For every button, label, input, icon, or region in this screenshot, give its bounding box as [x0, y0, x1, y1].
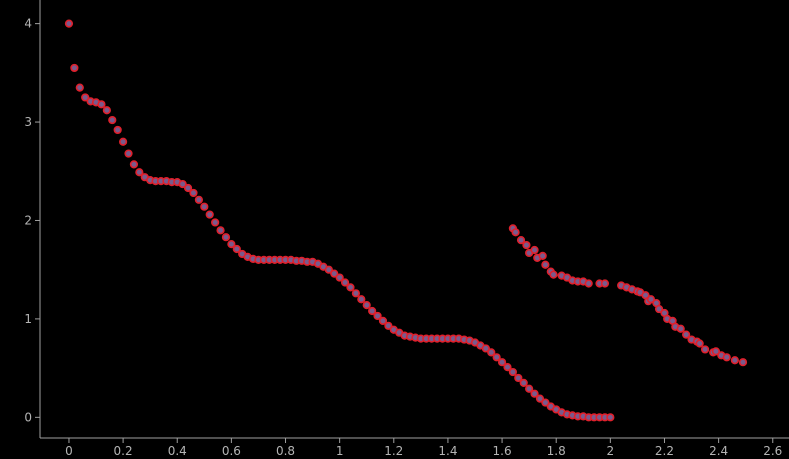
point — [516, 236, 526, 245]
point — [676, 324, 685, 333]
point — [64, 19, 74, 28]
point — [189, 188, 198, 198]
point — [200, 202, 209, 211]
point — [646, 295, 656, 304]
y-tick-label: 4 — [24, 17, 32, 31]
x-tick-label: 2.6 — [763, 444, 782, 458]
y-tick-label: 1 — [24, 312, 32, 326]
point — [183, 183, 193, 193]
point — [113, 125, 122, 135]
point — [535, 394, 545, 403]
point — [232, 244, 241, 254]
point — [324, 265, 333, 274]
point — [503, 363, 512, 372]
x-tick-label: 0.4 — [168, 444, 187, 458]
point — [368, 306, 377, 316]
x-tick-label: 2.2 — [655, 444, 674, 458]
point — [492, 353, 501, 362]
point — [178, 179, 187, 189]
point — [75, 83, 84, 92]
x-tick-label: 0.8 — [276, 444, 295, 458]
point — [346, 283, 355, 292]
point — [108, 115, 117, 125]
point — [205, 210, 214, 219]
point — [541, 398, 550, 407]
y-tick-label: 0 — [24, 410, 32, 424]
point — [487, 348, 496, 357]
point — [530, 245, 539, 255]
point — [124, 149, 133, 158]
point — [519, 378, 528, 387]
point — [514, 373, 523, 383]
point — [525, 384, 534, 393]
x-tick-label: 0.2 — [114, 444, 133, 458]
point — [357, 295, 366, 304]
point — [606, 413, 615, 422]
point — [730, 356, 739, 365]
point — [384, 321, 393, 330]
x-tick-label: 0.6 — [222, 444, 241, 458]
y-tick-label: 2 — [24, 213, 32, 227]
point — [119, 137, 128, 146]
x-tick-label: 1.8 — [547, 444, 566, 458]
point — [711, 347, 721, 356]
point — [695, 339, 704, 348]
point — [221, 233, 231, 242]
point — [530, 389, 539, 398]
point — [135, 168, 144, 177]
point — [682, 330, 691, 339]
point — [378, 316, 388, 325]
point — [81, 93, 90, 102]
point — [340, 278, 350, 287]
point — [538, 251, 547, 261]
x-tick-label: 1 — [336, 444, 344, 458]
point — [335, 273, 344, 282]
point — [129, 160, 139, 169]
point — [511, 228, 520, 237]
point — [194, 195, 203, 204]
point — [584, 279, 593, 288]
x-tick-label: 2 — [607, 444, 615, 458]
point — [102, 106, 111, 115]
point — [373, 311, 382, 321]
x-tick-label: 1.6 — [493, 444, 512, 458]
point — [481, 344, 490, 353]
point — [700, 345, 710, 354]
point — [497, 358, 507, 367]
x-tick-label: 1.4 — [438, 444, 457, 458]
point — [738, 358, 748, 367]
point — [211, 218, 220, 227]
point — [330, 269, 339, 278]
point — [522, 240, 531, 250]
point — [351, 289, 360, 298]
x-tick-label: 1.2 — [384, 444, 403, 458]
point — [508, 367, 517, 377]
point — [227, 239, 236, 249]
y-tick-label: 3 — [24, 115, 32, 129]
point — [97, 100, 106, 109]
x-tick-label: 2.4 — [709, 444, 728, 458]
point — [600, 279, 610, 288]
point — [70, 63, 79, 73]
point — [216, 226, 225, 235]
point — [654, 304, 664, 314]
point — [541, 260, 550, 269]
point — [722, 353, 731, 362]
point — [549, 270, 558, 279]
point — [362, 301, 371, 310]
x-tick-label: 0 — [65, 444, 73, 458]
